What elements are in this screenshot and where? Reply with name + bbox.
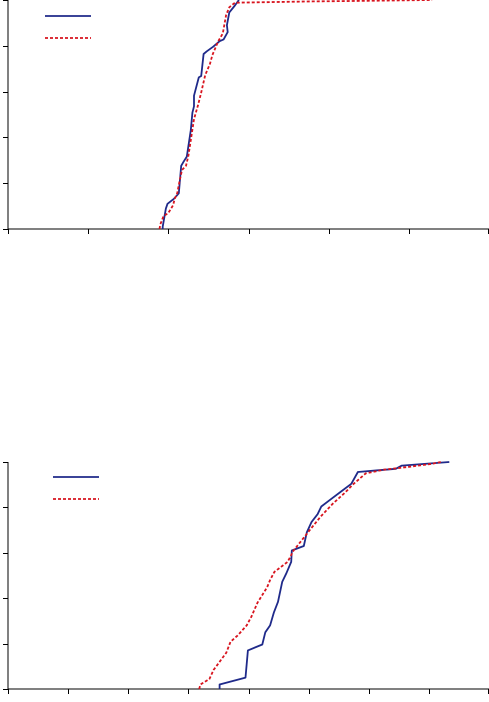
chart2-series-2-line bbox=[199, 462, 441, 689]
chart1-series-1-line bbox=[163, 0, 239, 229]
chart2-series-1-line bbox=[220, 462, 450, 689]
chart1-series-2-line bbox=[160, 0, 433, 229]
